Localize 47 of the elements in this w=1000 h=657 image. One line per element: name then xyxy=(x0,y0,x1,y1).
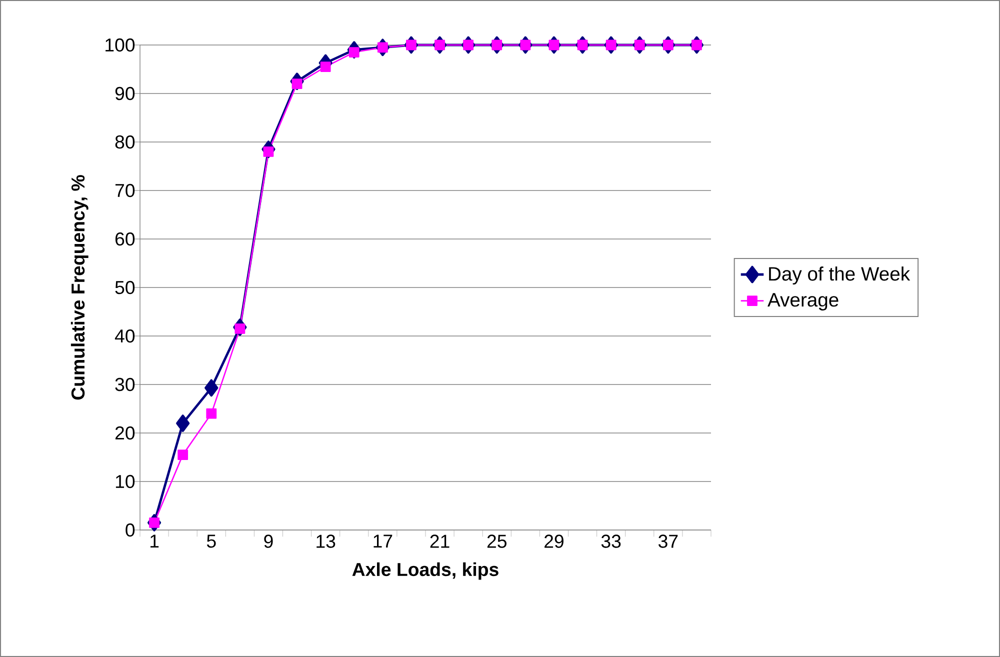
point xyxy=(692,40,702,50)
point xyxy=(377,42,388,53)
y-tick-label: 30 xyxy=(115,378,135,392)
y-tick-label: 40 xyxy=(114,329,135,343)
x-tick-label: 1 xyxy=(150,534,159,548)
x-tick-label: 5 xyxy=(206,534,216,548)
y-tick-label: 0 xyxy=(126,523,135,537)
x-tick-label: 17 xyxy=(374,534,392,548)
point xyxy=(577,40,588,50)
point xyxy=(406,40,416,50)
point xyxy=(463,40,474,50)
point xyxy=(263,146,274,157)
point xyxy=(206,408,217,419)
legend-label: Average xyxy=(768,293,838,310)
x-tick-label: 9 xyxy=(264,534,273,548)
point xyxy=(234,324,246,334)
y-tick-label: 70 xyxy=(115,184,135,198)
point xyxy=(149,518,160,528)
y-tick-label: 50 xyxy=(115,280,135,294)
point xyxy=(292,78,302,89)
y-axis-title: Cumulative Frequency, % xyxy=(70,175,88,400)
y-tick-label: 100 xyxy=(106,38,135,52)
point xyxy=(176,414,190,432)
x-axis-title: Axle Loads, kips xyxy=(352,562,498,580)
legend-label: Day of the Week xyxy=(769,266,910,285)
point xyxy=(434,40,445,50)
x-tick-label: 13 xyxy=(316,534,336,548)
point xyxy=(520,40,531,50)
point xyxy=(634,40,645,50)
x-tick-label: 21 xyxy=(430,534,450,548)
point xyxy=(548,40,560,50)
x-tick-label: 25 xyxy=(487,534,506,548)
point xyxy=(320,62,331,72)
y-tick-label: 10 xyxy=(116,474,135,488)
x-tick-label: 37 xyxy=(658,534,678,548)
x-tick-label: 29 xyxy=(544,534,564,548)
point xyxy=(606,40,616,50)
y-tick-label: 90 xyxy=(115,86,135,100)
y-tick-label: 60 xyxy=(115,232,135,246)
point xyxy=(662,40,674,50)
point xyxy=(178,450,188,460)
point xyxy=(492,40,502,50)
y-tick-label: 80 xyxy=(115,135,135,149)
y-tick-label: 20 xyxy=(115,426,135,440)
point xyxy=(348,47,360,58)
x-tick-label: 33 xyxy=(601,534,621,548)
point xyxy=(204,379,218,397)
